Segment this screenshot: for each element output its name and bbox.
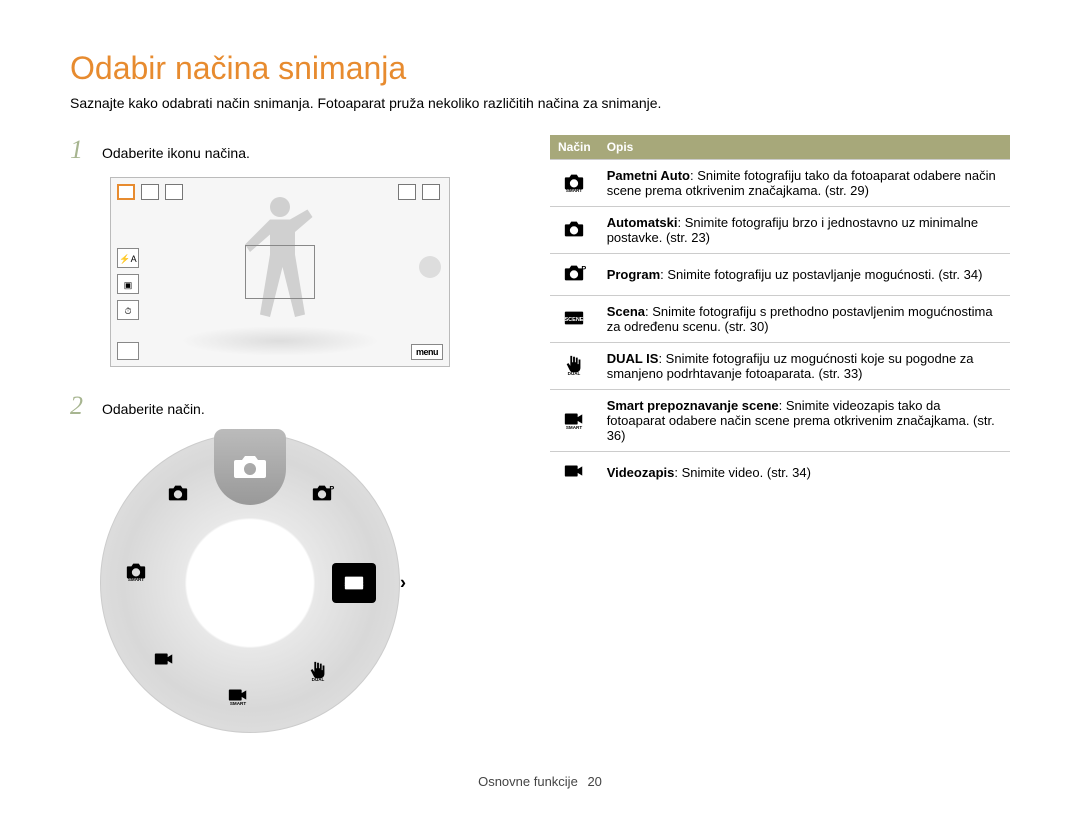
dial-mode-camera-smart: SMART <box>114 551 158 591</box>
page-intro: Saznajte kako odabrati način snimanja. F… <box>70 95 1010 111</box>
table-header-mode: Način <box>550 135 599 160</box>
svg-text:SCENE: SCENE <box>345 582 364 588</box>
step-number-2: 2 <box>70 391 92 421</box>
table-header-desc: Opis <box>599 135 1010 160</box>
svg-text:SCENE: SCENE <box>565 316 584 322</box>
svg-text:P: P <box>329 484 334 493</box>
table-row: DUAL DUAL IS: Snimite fotografiju uz mogu… <box>550 343 1010 390</box>
timer-off-icon: ⏱ <box>117 300 139 320</box>
svg-text:DUAL: DUAL <box>312 677 325 682</box>
svg-text:DUAL: DUAL <box>568 371 581 376</box>
dial-mode-video <box>142 639 186 679</box>
svg-text:SMART: SMART <box>566 425 582 430</box>
camera-smart-icon: SMART <box>550 160 599 207</box>
mode-description: Pametni Auto: Snimite fotografiju tako d… <box>599 160 1010 207</box>
dial-mode-camera-auto <box>156 473 200 513</box>
camera-lcd-preview: ⚡A ▣ ⏱ menu <box>110 177 450 367</box>
battery-icon <box>422 184 440 200</box>
page-footer: Osnovne funkcije 20 <box>0 774 1080 789</box>
camera-auto-icon <box>550 207 599 254</box>
mode-description: Scena: Snimite fotografiju s prethodno p… <box>599 296 1010 343</box>
table-row: Automatski: Snimite fotografiju brzo i j… <box>550 207 1010 254</box>
modes-table: Način Opis SMART Pametni Auto: Snimite fo… <box>550 135 1010 493</box>
flash-auto-icon: ⚡A <box>117 248 139 268</box>
focus-box <box>245 245 315 299</box>
svg-text:SMART: SMART <box>128 577 144 582</box>
table-row: SMART Smart prepoznavanje scene: Snimite … <box>550 390 1010 452</box>
dial-mode-scene: SCENE <box>332 563 376 603</box>
mode-icon <box>117 184 135 200</box>
mode-dial-selected <box>214 429 286 505</box>
video-smart-icon: SMART <box>550 390 599 452</box>
mode-description: Videozapis: Snimite video. (str. 34) <box>599 452 1010 494</box>
mode-description: Automatski: Snimite fotografiju brzo i j… <box>599 207 1010 254</box>
dial-mode-dual-is: DUAL <box>296 651 340 691</box>
menu-button: menu <box>411 344 443 360</box>
dial-mode-camera-program: P <box>300 473 344 513</box>
focus-icon: ▣ <box>117 274 139 294</box>
page-title: Odabir načina snimanja <box>70 50 1010 87</box>
table-row: SMART Pametni Auto: Snimite fotografiju t… <box>550 160 1010 207</box>
svg-text:SMART: SMART <box>230 701 246 706</box>
step-text-2: Odaberite način. <box>102 401 205 417</box>
table-row: SCENE Scena: Snimite fotografiju s pretho… <box>550 296 1010 343</box>
scene-icon: SCENE <box>550 296 599 343</box>
chevron-right-icon: › <box>400 573 406 594</box>
mode-description: DUAL IS: Snimite fotografiju uz mogućnos… <box>599 343 1010 390</box>
footer-label: Osnovne funkcije <box>478 774 578 789</box>
svg-text:SMART: SMART <box>566 188 582 193</box>
step-text-1: Odaberite ikonu načina. <box>102 145 250 161</box>
footer-page-number: 20 <box>587 774 601 789</box>
table-row: Videozapis: Snimite video. (str. 34) <box>550 452 1010 494</box>
svg-text:P: P <box>582 264 587 273</box>
mode-dial: PSCENEDUALSMARTSMART › <box>100 433 400 733</box>
mode-description: Smart prepoznavanje scene: Snimite video… <box>599 390 1010 452</box>
flash-icon <box>141 184 159 200</box>
speaker-icon <box>419 256 441 278</box>
dual-is-icon: DUAL <box>550 343 599 390</box>
step-number-1: 1 <box>70 135 92 165</box>
person-icon <box>165 184 183 200</box>
table-row: P Program: Snimite fotografiju uz postavl… <box>550 254 1010 296</box>
dial-mode-video-smart: SMART <box>216 675 260 715</box>
camera-program-icon: P <box>550 254 599 296</box>
bar-icon <box>398 184 416 200</box>
mode-description: Program: Snimite fotografiju uz postavlj… <box>599 254 1010 296</box>
gallery-icon <box>117 342 139 360</box>
video-icon <box>550 452 599 494</box>
